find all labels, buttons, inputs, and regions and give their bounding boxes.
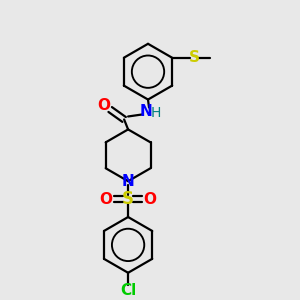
Text: O: O <box>100 192 113 207</box>
Text: N: N <box>122 174 134 189</box>
Text: S: S <box>122 190 134 208</box>
Text: H: H <box>151 106 161 121</box>
Text: S: S <box>189 50 200 65</box>
Text: O: O <box>143 192 157 207</box>
Text: O: O <box>98 98 111 113</box>
Text: N: N <box>140 104 152 119</box>
Text: Cl: Cl <box>120 283 136 298</box>
